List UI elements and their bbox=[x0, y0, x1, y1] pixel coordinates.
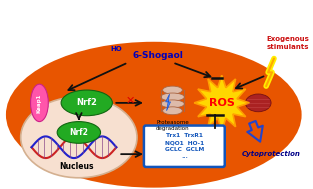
Ellipse shape bbox=[161, 93, 184, 101]
Text: ROS: ROS bbox=[209, 98, 235, 108]
Ellipse shape bbox=[163, 107, 182, 115]
Text: Nucleus: Nucleus bbox=[60, 163, 94, 171]
Ellipse shape bbox=[163, 86, 182, 94]
Text: Trx1  TrxR1
NQO1  HO-1
GCLC  GCLM
...: Trx1 TrxR1 NQO1 HO-1 GCLC GCLM ... bbox=[165, 133, 204, 159]
Ellipse shape bbox=[61, 90, 112, 116]
Ellipse shape bbox=[6, 42, 302, 188]
Polygon shape bbox=[194, 75, 249, 130]
Ellipse shape bbox=[57, 122, 100, 143]
Text: Nrf2: Nrf2 bbox=[69, 128, 88, 137]
Ellipse shape bbox=[161, 100, 184, 108]
Text: 6-Shogaol: 6-Shogaol bbox=[132, 51, 183, 60]
FancyBboxPatch shape bbox=[144, 125, 225, 167]
Ellipse shape bbox=[31, 84, 48, 122]
Text: Exogenous
stimulants: Exogenous stimulants bbox=[266, 36, 309, 50]
Text: Proteasome
degradation: Proteasome degradation bbox=[156, 120, 189, 131]
Ellipse shape bbox=[245, 94, 271, 112]
Text: HO: HO bbox=[110, 46, 122, 52]
Ellipse shape bbox=[21, 97, 137, 178]
Text: ✕: ✕ bbox=[126, 96, 135, 106]
Text: Nrf2: Nrf2 bbox=[76, 98, 97, 107]
Text: Cytoprotection: Cytoprotection bbox=[242, 151, 300, 157]
Polygon shape bbox=[166, 94, 171, 111]
Text: Keap1: Keap1 bbox=[37, 93, 42, 113]
